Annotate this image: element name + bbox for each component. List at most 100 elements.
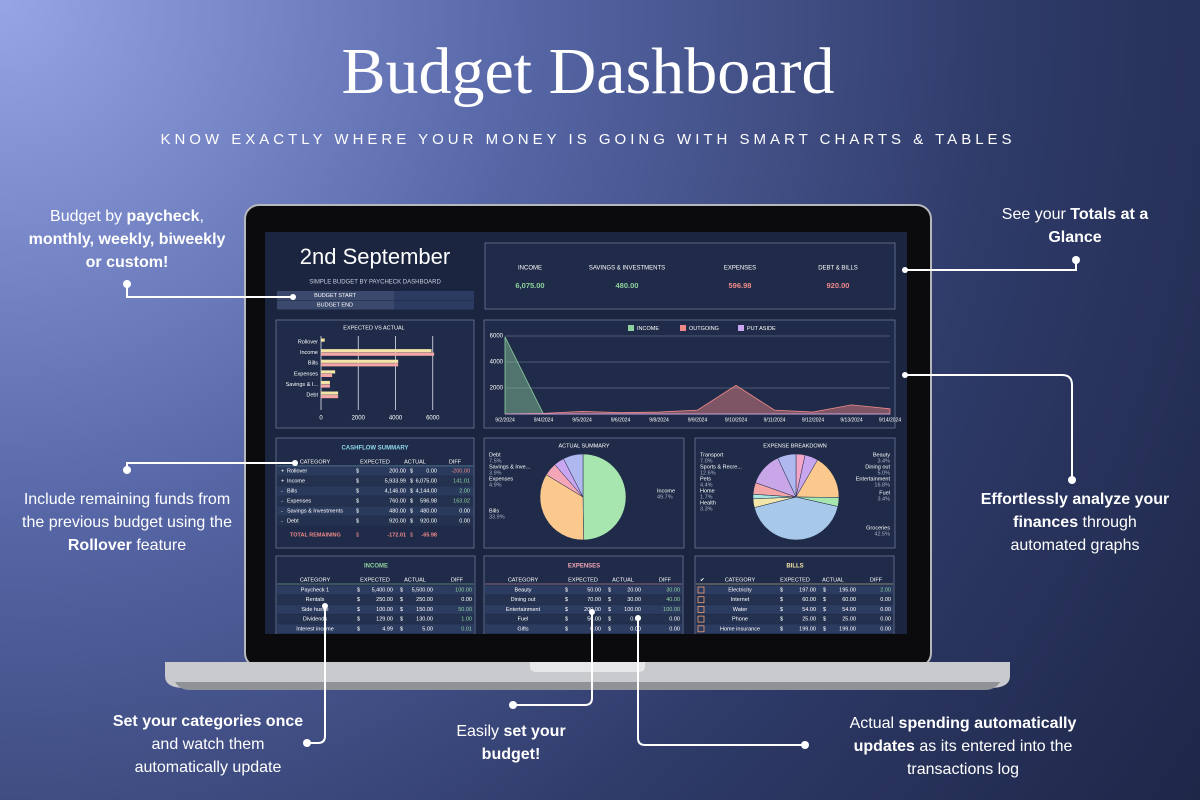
row-diff: 50.00: [458, 607, 472, 613]
row-actual: 100.00: [624, 607, 641, 613]
row-diff: 0.01: [461, 626, 472, 632]
pie-label: Health: [700, 500, 716, 506]
row-actual: 130.00: [416, 617, 433, 623]
callout-text: paycheck: [126, 208, 200, 225]
column-header: DIFF: [449, 459, 462, 465]
currency: $: [608, 587, 611, 593]
panel: [483, 319, 896, 429]
column-header: DIFF: [870, 577, 883, 583]
row-actual: 5.00: [422, 626, 433, 632]
row-category: Side hustle: [301, 607, 328, 613]
pie-value-label: 4.9%: [489, 482, 502, 488]
currency: $: [780, 617, 783, 623]
callout-text: set your budget!: [481, 723, 566, 763]
pie-value-label: 7.5%: [489, 458, 502, 464]
row-expected: 129.00: [376, 617, 393, 623]
currency: $: [410, 532, 413, 538]
currency: $: [356, 478, 359, 484]
callout: See your Totals at a Glance: [980, 203, 1170, 249]
connectors: [126, 260, 1077, 746]
currency: $: [565, 626, 568, 632]
row-actual: 480.00: [420, 508, 437, 514]
row-diff: 0.00: [669, 626, 680, 632]
x-tick-label: 0: [319, 416, 323, 422]
row-category: Interest income: [296, 626, 334, 632]
row-category: Entertainment: [506, 607, 541, 613]
currency: $: [357, 587, 360, 593]
row-diff: 141.01: [453, 478, 470, 484]
row-actual: 4,144.00: [416, 488, 437, 494]
row-diff: 0.00: [459, 518, 470, 524]
column-header: ACTUAL: [822, 577, 844, 583]
total-label: TOTAL REMAINING: [290, 532, 341, 538]
row-diff: 0.00: [880, 626, 891, 632]
pie-value-label: 12.6%: [700, 470, 716, 476]
row-actual: 30.00: [627, 597, 641, 603]
pie-label: Savings & Inve...: [489, 464, 531, 470]
row-category: Debt: [287, 518, 299, 524]
row-category: Phone: [732, 617, 748, 623]
field-value-bg: [394, 300, 474, 310]
field-label-bg: [277, 300, 394, 310]
callout: Include remaining funds from the previou…: [12, 488, 242, 557]
row-expected: 5,933.99: [385, 478, 406, 484]
title: Budget Dashboard: [341, 35, 834, 108]
callout-text: Easily: [456, 723, 504, 740]
row-diff: 0.00: [461, 597, 472, 603]
row-category: Electricity: [728, 587, 752, 593]
currency: $: [356, 488, 359, 494]
x-tick-label: 6000: [426, 416, 440, 422]
bar: [321, 338, 325, 342]
row-diff: 2.00: [880, 587, 891, 593]
field-label: BUDGET END: [317, 303, 353, 309]
row-expected: 4,146.00: [385, 488, 406, 494]
pie-value-label: 3.4%: [877, 458, 890, 464]
currency: $: [356, 468, 359, 474]
row-bg: [485, 585, 682, 595]
x-tick-label: 9/11/2024: [764, 417, 786, 423]
x-tick-label: 9/13/2024: [840, 417, 862, 423]
row-actual: 5,500.00: [412, 587, 433, 593]
column-header: ACTUAL: [404, 577, 426, 583]
row-actual: 60.00: [842, 597, 856, 603]
row-expected: 4.99: [382, 626, 393, 632]
x-tick-label: 9/8/2024: [649, 417, 669, 423]
row-sign: -: [281, 498, 283, 504]
pie-value-label: 42.5%: [874, 531, 890, 537]
pie-label: Debt: [489, 452, 501, 458]
row-actual: 920.00: [420, 518, 437, 524]
pie-value-label: 3.4%: [877, 496, 890, 502]
pie-value-label: 7.0%: [700, 458, 713, 464]
row-bg: [696, 624, 893, 634]
y-tick-label: Income: [300, 350, 318, 356]
currency: $: [608, 626, 611, 632]
pie-value-label: 5.0%: [877, 470, 890, 476]
column-header: DIFF: [659, 577, 672, 583]
currency: $: [410, 468, 413, 474]
currency: $: [400, 587, 403, 593]
pie-label: Dining out: [865, 464, 890, 470]
column-header: CATEGORY: [725, 577, 756, 583]
currency: $: [780, 587, 783, 593]
row-expected: 100.00: [376, 607, 393, 613]
row-bg: [277, 595, 474, 605]
row-expected: 5,400.00: [372, 587, 393, 593]
total-expected: -172.01: [387, 532, 406, 538]
row-bg: [277, 585, 474, 595]
laptop-base: [165, 662, 1010, 688]
chart-title: EXPENSE BREAKDOWN: [763, 443, 827, 449]
legend-swatch: [680, 325, 686, 331]
currency: $: [565, 617, 568, 623]
column-header: CATEGORY: [300, 459, 331, 465]
row-diff: 40.00: [666, 597, 680, 603]
legend-swatch: [628, 325, 634, 331]
row-actual: 199.00: [839, 626, 856, 632]
x-tick-label: 9/14/2024: [879, 417, 901, 423]
row-bg: [696, 595, 893, 605]
row-category: Bills: [287, 488, 297, 494]
currency: $: [780, 597, 783, 603]
currency: $: [357, 607, 360, 613]
row-category: Savings & Investments: [287, 508, 343, 514]
row-diff: 0.00: [880, 617, 891, 623]
x-tick-label: 9/6/2024: [611, 417, 631, 423]
